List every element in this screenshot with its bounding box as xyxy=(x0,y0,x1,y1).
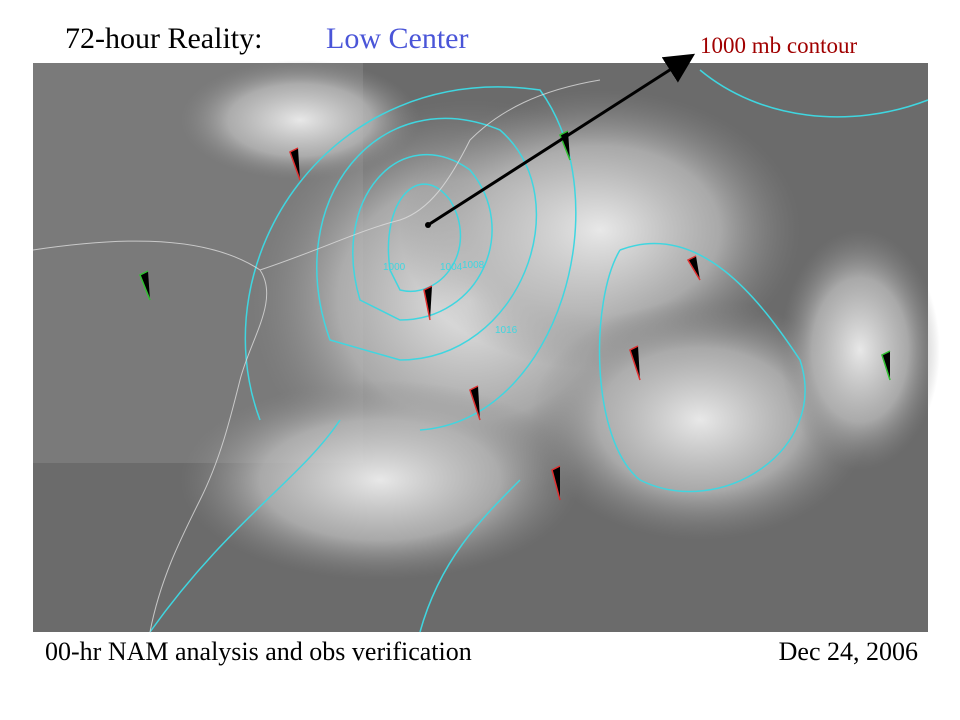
low-center-dot xyxy=(425,222,431,228)
wind-barbs xyxy=(289,147,701,501)
contour-label: 1016 xyxy=(495,325,518,336)
arrow xyxy=(427,53,696,227)
subtitle: Low Center xyxy=(326,22,468,55)
satellite-image: 1000 1004 1008 1016 xyxy=(32,60,940,633)
contour-label: 1000 xyxy=(383,262,406,273)
annotation: 1000 mb contour xyxy=(700,33,857,58)
coastlines xyxy=(32,79,601,633)
contour-label: 1008 xyxy=(462,260,485,271)
title: 72-hour Reality: xyxy=(65,22,262,55)
date: Dec 24, 2006 xyxy=(779,637,918,666)
contour-label: 1004 xyxy=(440,262,463,273)
caption: 00-hr NAM analysis and obs verification xyxy=(45,637,472,666)
